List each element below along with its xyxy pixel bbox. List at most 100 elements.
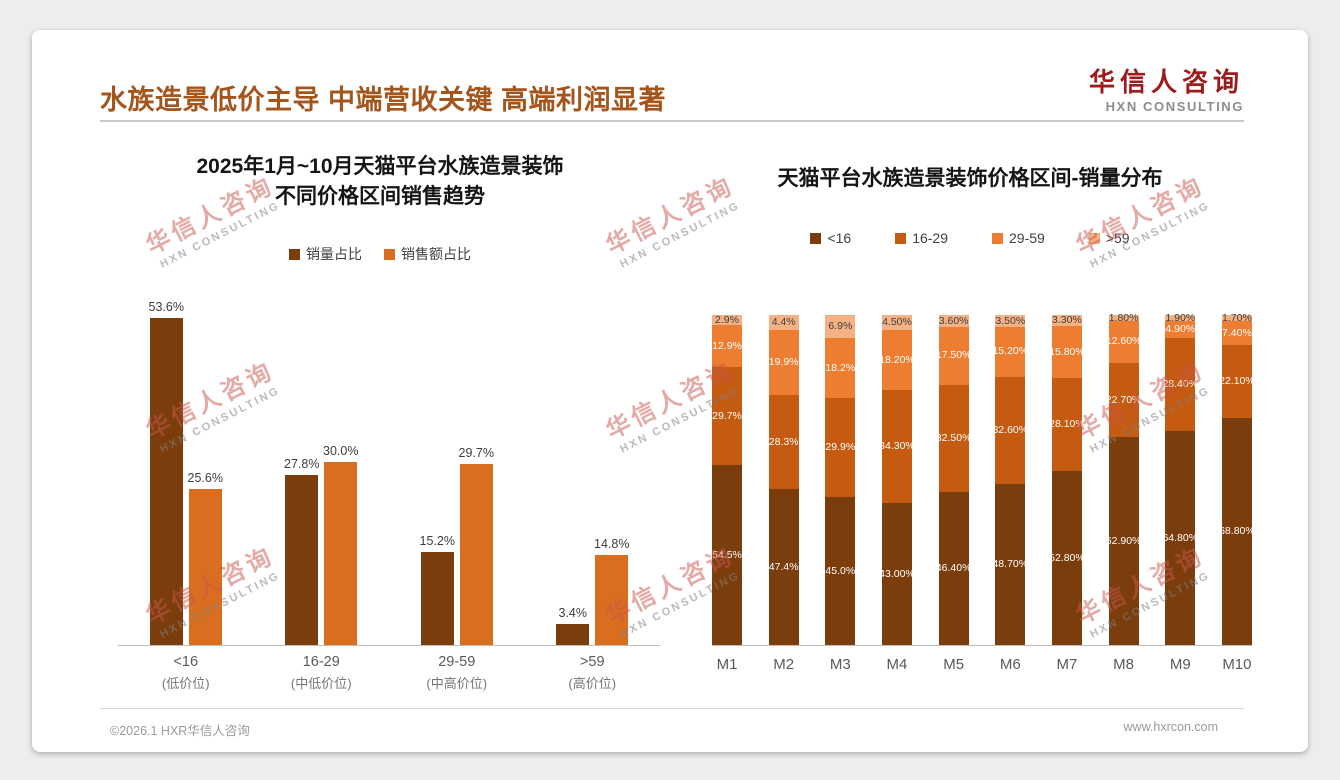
stack-segment: 28.40% (1162, 337, 1198, 432)
stack-segment: 46.40% (935, 491, 972, 645)
segment-label: 18.20% (879, 353, 915, 366)
stack-segment: 3.30% (1051, 315, 1082, 327)
stack-column: 62.90% 22.70% 12.60% 1.80% (1105, 311, 1142, 645)
segment-label: 15.20% (992, 345, 1029, 358)
legend-label: 销售额占比 (401, 246, 471, 262)
stack-segment: 4.4% (768, 315, 799, 330)
stack-segment: 68.80% (1219, 418, 1255, 645)
header-divider (100, 120, 1244, 122)
stack-column: 64.80% 28.40% 4.90% 1.90% (1162, 311, 1199, 645)
stack-segment: 29.7% (712, 367, 742, 466)
segment-label: 47.4% (768, 560, 799, 573)
x-axis-label-sub: (低价位) (161, 676, 210, 691)
x-axis-label: 29-59 (中高价位) (389, 654, 525, 692)
chart1-title-line2: 不同价格区间销售趋势 (275, 185, 485, 209)
stack-column: 48.70% 32.60% 15.20% 3.50% (992, 315, 1029, 645)
page-title: 水族造景低价主导 中端营收关键 高端利润显著 (100, 85, 667, 115)
legend-label: 销量占比 (306, 246, 362, 262)
segment-label: 32.60% (992, 424, 1029, 437)
stack-segment: 4.90% (1165, 321, 1196, 338)
stack-segment: 1.90% (1165, 311, 1196, 324)
segment-label: 12.60% (1105, 335, 1142, 348)
x-axis-label: M8 (1113, 656, 1135, 673)
stack-segment: 43.00% (879, 503, 915, 645)
stack-segment: 3.60% (938, 314, 969, 327)
stack-segment: 12.9% (712, 324, 742, 368)
x-axis-label-main: >59 (579, 654, 605, 670)
segment-label: 3.60% (938, 314, 969, 327)
legend-label: >59 (1105, 230, 1130, 246)
header: 水族造景低价主导 中端营收关键 高端利润显著 华信人咨询 HXN CONSULT… (100, 68, 1244, 117)
x-axis-label: M9 (1169, 656, 1191, 673)
stack-column: 52.80% 28.10% 15.80% 3.30% (1049, 315, 1085, 645)
bar-value-label: 14.8% (594, 537, 630, 551)
bar-value-label: 3.4% (558, 606, 588, 620)
company-logo: 华信人咨询 HXN CONSULTING (1089, 68, 1244, 114)
x-axis-label-main: <16 (173, 654, 199, 670)
segment-label: 15.80% (1049, 345, 1085, 358)
segment-label: 19.9% (768, 356, 799, 369)
legend-item: <16 (810, 230, 851, 246)
bar: 15.2% (420, 534, 455, 645)
segment-label: 2.9% (715, 313, 739, 326)
stack-column: 43.00% 34.30% 18.20% 4.50% (879, 315, 915, 645)
x-axis-label-sub: (中低价位) (290, 676, 352, 691)
segment-label: 64.80% (1162, 531, 1199, 544)
segment-label: 46.40% (935, 562, 972, 575)
stack-segment: 15.20% (992, 326, 1029, 377)
stack-segment: 1.80% (1108, 311, 1139, 324)
chart2-legend: <16 16-29 29-59 >59 (680, 230, 1260, 246)
legend-item: >59 (1088, 230, 1130, 246)
stack-segment: 18.2% (825, 337, 856, 398)
legend-label: <16 (827, 230, 852, 246)
stack-segment: 64.80% (1162, 431, 1199, 645)
slide-card: 水族造景低价主导 中端营收关键 高端利润显著 华信人咨询 HXN CONSULT… (32, 30, 1308, 752)
legend-swatch-icon (992, 232, 1003, 244)
stack-segment: 32.60% (992, 376, 1029, 485)
segment-label: 22.10% (1219, 375, 1255, 388)
legend-swatch-icon (810, 232, 822, 244)
segment-label: 34.30% (879, 440, 915, 453)
segment-label: 4.4% (771, 316, 796, 329)
stack-segment: 19.9% (768, 329, 799, 396)
chart1-x-axis: <16 (低价位) 16-29 (中低价位) 29-59 (中高价位) >59 (高价位) (118, 654, 660, 692)
bar-value-label: 27.8% (284, 457, 320, 471)
segment-label: 62.90% (1105, 534, 1142, 547)
stack-column: 46.40% 32.50% 17.50% 3.60% (935, 314, 972, 645)
bar: 29.7% (459, 446, 494, 645)
bar-value-label: 25.6% (187, 471, 223, 485)
stack-segment: 28.3% (768, 395, 799, 489)
segment-label: 1.90% (1165, 311, 1196, 324)
chart2-title: 天猫平台水族造景装饰价格区间-销量分布 (777, 167, 1163, 190)
segment-label: 1.70% (1222, 311, 1252, 324)
stack-segment: 3.50% (995, 315, 1026, 327)
stack-segment: 18.20% (879, 329, 915, 390)
stack-segment: 47.4% (768, 488, 799, 645)
bar-group: 3.4% 14.8% (556, 537, 629, 645)
segment-label: 28.3% (768, 435, 799, 448)
bar-group: 15.2% 29.7% (420, 446, 494, 645)
bar-group: 27.8% 30.0% (284, 444, 358, 645)
logo-text-en: HXN CONSULTING (1105, 98, 1244, 114)
chart2-plot: 54.5% 29.7% 12.9% 2.9% 47.4% 28.3% 19.9% 4.4% 45… (712, 311, 1255, 646)
x-axis-label: M5 (943, 656, 965, 673)
legend-swatch-icon (895, 232, 907, 244)
x-axis-label: M4 (886, 656, 908, 673)
legend-item: 29-59 (992, 230, 1045, 246)
logo-text-cn: 华信人咨询 (1088, 67, 1244, 97)
footer-copyright: ©2026.1 HXR华信人咨询 (110, 724, 250, 738)
stack-segment: 15.80% (1049, 326, 1085, 379)
stack-segment: 54.5% (712, 465, 742, 645)
stack-segment: 28.10% (1049, 378, 1085, 471)
stack-segment: 12.60% (1105, 320, 1142, 363)
segment-label: 6.9% (828, 320, 853, 333)
stack-column: 54.5% 29.7% 12.9% 2.9% (712, 315, 742, 645)
stack-segment: 4.50% (881, 315, 912, 330)
footer-divider (100, 708, 1244, 709)
segment-label: 45.0% (825, 564, 856, 577)
bar-value-label: 29.7% (458, 446, 494, 460)
segment-label: 4.90% (1165, 323, 1196, 336)
x-axis-label: <16 (低价位) (118, 654, 254, 692)
segment-label: 1.80% (1108, 311, 1139, 324)
x-axis-label: M10 (1222, 656, 1252, 673)
